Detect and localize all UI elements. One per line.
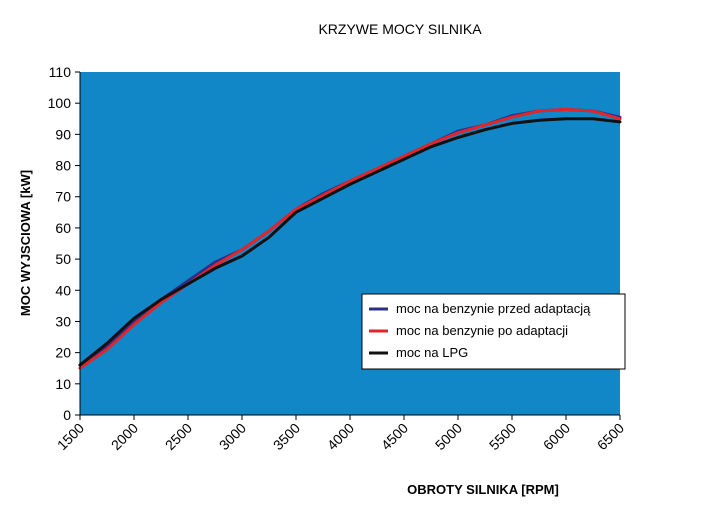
y-tick-label: 20 [55, 345, 71, 361]
x-tick-label: 2000 [108, 420, 141, 453]
series-line-2 [78, 117, 622, 367]
x-tick-label: 1500 [54, 420, 87, 453]
y-tick-label: 40 [55, 282, 71, 298]
x-tick-label: 6500 [594, 420, 627, 453]
y-tick-label: 80 [55, 158, 71, 174]
y-tick-label: 10 [55, 376, 71, 392]
y-tick-label: 60 [55, 220, 71, 236]
legend: moc na benzynie przed adaptacją moc na b… [361, 293, 626, 370]
series-line-1 [78, 107, 622, 370]
y-tick-label: 110 [49, 64, 72, 80]
x-tick-label: 3000 [216, 420, 249, 453]
chart-title: KRZYWE MOCY SILNIKA [318, 21, 482, 37]
y-tick-label: 70 [55, 189, 71, 205]
x-tick-label: 2500 [162, 420, 195, 453]
y-tick-label: 0 [63, 407, 71, 423]
legend-entry-1: moc na benzynie po adaptacji [396, 323, 568, 338]
y-axis-label: MOC WYJSCIOWA [kW] [18, 170, 33, 316]
x-axis-label: OBROTY SILNIKA [RPM] [407, 482, 559, 497]
x-tick-label: 4000 [324, 420, 357, 453]
y-tick-label: 90 [55, 126, 71, 142]
y-axis-ticks: 0 10 20 30 40 50 60 70 80 90 100 110 [48, 64, 80, 423]
x-tick-label: 5500 [486, 420, 519, 453]
legend-entry-0: moc na benzynie przed adaptacją [396, 301, 591, 316]
y-tick-label: 50 [55, 251, 71, 267]
legend-entry-2: moc na LPG [396, 345, 468, 360]
x-tick-label: 6000 [540, 420, 573, 453]
x-tick-label: 3500 [270, 420, 303, 453]
x-tick-label: 5000 [432, 420, 465, 453]
y-tick-label: 30 [55, 313, 71, 329]
x-axis-ticks: 1500 2000 2500 3000 3500 4000 4500 5000 5500 6000… [54, 415, 627, 453]
series-lines [78, 107, 622, 370]
legend-box [361, 293, 626, 370]
y-tick-label: 100 [48, 95, 72, 111]
x-tick-label: 4500 [378, 420, 411, 453]
